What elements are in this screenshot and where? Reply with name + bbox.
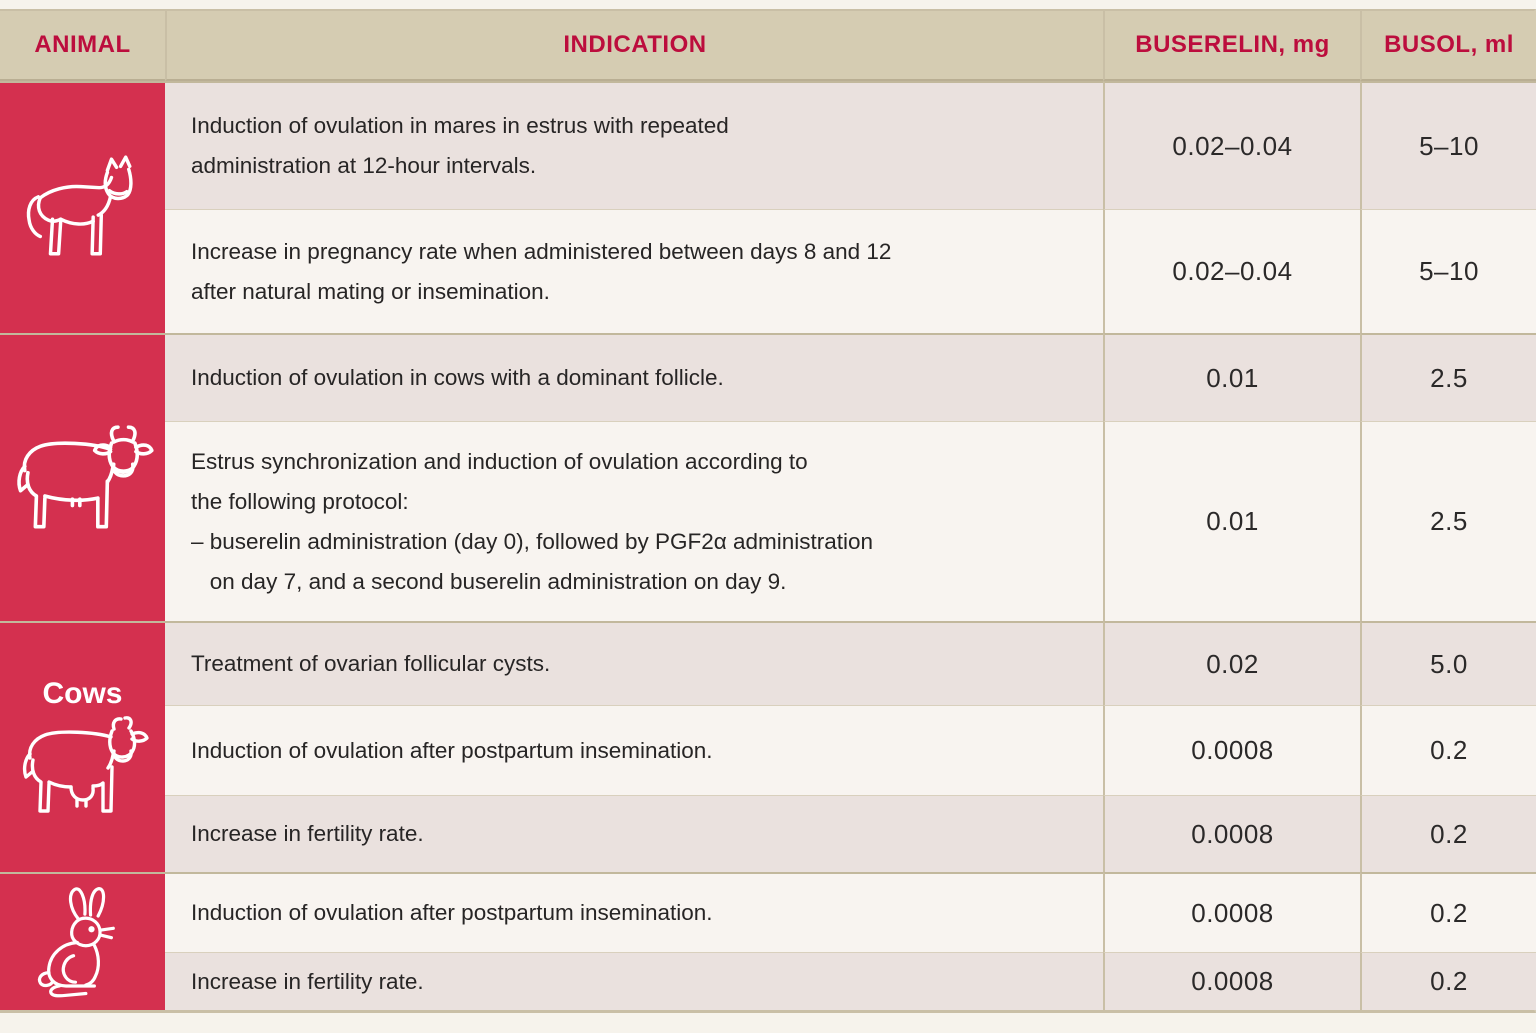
cow-icon	[16, 425, 154, 529]
animal-cell-cows-2: Cows	[0, 621, 165, 872]
busol-dose-cell: 0.2	[1360, 872, 1536, 952]
animal-group-label: Cows	[42, 676, 123, 710]
column-header-animal: ANIMAL	[0, 11, 165, 81]
busol-dose-cell: 0.2	[1360, 705, 1536, 795]
buserelin-dose-cell: 0.02–0.04	[1103, 81, 1360, 209]
column-header-busol: BUSOL, ml	[1360, 11, 1536, 81]
indication-cell: Induction of ovulation after postpartum …	[165, 872, 1103, 952]
buserelin-dose-cell: 0.0008	[1103, 705, 1360, 795]
column-header-indication: INDICATION	[165, 11, 1103, 81]
busol-dose-cell: 5–10	[1360, 81, 1536, 209]
busol-dose-cell: 5–10	[1360, 209, 1536, 333]
animal-cell-cows-1	[0, 333, 165, 621]
indication-cell: Treatment of ovarian follicular cysts.	[165, 621, 1103, 705]
horse-icon	[26, 155, 133, 256]
indication-cell: Increase in pregnancy rate when administ…	[165, 209, 1103, 333]
busol-dose-cell: 0.2	[1360, 952, 1536, 1010]
busol-dose-cell: 5.0	[1360, 621, 1536, 705]
indication-cell: Increase in fertility rate.	[165, 952, 1103, 1010]
dosage-table: ANIMAL INDICATION BUSERELIN, mg BUSOL, m…	[0, 9, 1536, 1013]
buserelin-dose-cell: 0.02–0.04	[1103, 209, 1360, 333]
buserelin-dose-cell: 0.01	[1103, 421, 1360, 621]
buserelin-dose-cell: 0.01	[1103, 333, 1360, 421]
busol-dose-cell: 0.2	[1360, 795, 1536, 872]
busol-dose-cell: 2.5	[1360, 421, 1536, 621]
buserelin-dose-cell: 0.0008	[1103, 795, 1360, 872]
indication-cell: Induction of ovulation after postpartum …	[165, 705, 1103, 795]
buserelin-dose-cell: 0.0008	[1103, 872, 1360, 952]
indication-cell: Increase in fertility rate.	[165, 795, 1103, 872]
animal-cell-rabbits	[0, 872, 165, 1010]
indication-cell: Estrus synchronization and induction of …	[165, 421, 1103, 621]
indication-cell: Induction of ovulation in mares in estru…	[165, 81, 1103, 209]
busol-dose-cell: 2.5	[1360, 333, 1536, 421]
buserelin-dose-cell: 0.02	[1103, 621, 1360, 705]
buserelin-dose-cell: 0.0008	[1103, 952, 1360, 1010]
animal-cell-mares	[0, 81, 165, 333]
cow-udder-icon	[22, 715, 149, 813]
column-header-buserelin: BUSERELIN, mg	[1103, 11, 1360, 81]
rabbit-icon	[37, 886, 115, 998]
indication-cell: Induction of ovulation in cows with a do…	[165, 333, 1103, 421]
